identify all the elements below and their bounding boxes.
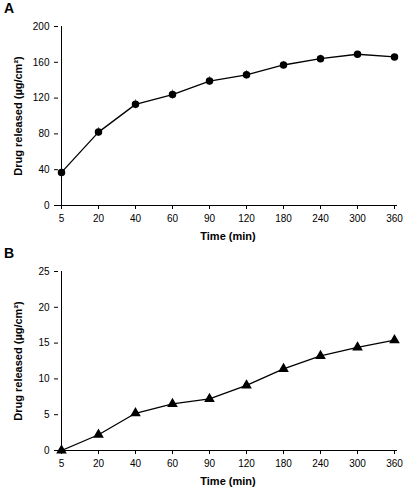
- svg-text:Time (min): Time (min): [200, 230, 256, 242]
- svg-text:5: 5: [59, 458, 65, 469]
- svg-text:360: 360: [386, 213, 403, 224]
- svg-text:120: 120: [33, 92, 50, 103]
- svg-text:15: 15: [38, 337, 50, 348]
- svg-text:180: 180: [275, 458, 292, 469]
- svg-text:60: 60: [167, 458, 179, 469]
- svg-text:90: 90: [204, 213, 216, 224]
- svg-text:20: 20: [93, 458, 105, 469]
- svg-text:200: 200: [33, 21, 50, 32]
- html-text:A: A: [4, 0, 15, 16]
- svg-text:5: 5: [59, 213, 65, 224]
- svg-text:300: 300: [349, 213, 366, 224]
- svg-text:25: 25: [38, 266, 50, 277]
- svg-text:Time (min): Time (min): [200, 475, 256, 487]
- svg-text:40: 40: [130, 213, 142, 224]
- svg-text:20: 20: [93, 213, 105, 224]
- svg-text:120: 120: [238, 213, 255, 224]
- svg-text:0: 0: [44, 445, 50, 456]
- svg-text:300: 300: [349, 458, 366, 469]
- svg-text:0: 0: [44, 200, 50, 211]
- svg-text:240: 240: [312, 213, 329, 224]
- svg-text:Drug released (µg/cm²): Drug released (µg/cm²): [12, 301, 24, 421]
- svg-text:240: 240: [312, 458, 329, 469]
- svg-text:60: 60: [167, 213, 179, 224]
- html-text:B: B: [4, 245, 15, 261]
- svg-text:40: 40: [38, 164, 50, 175]
- svg-text:5: 5: [44, 409, 50, 420]
- svg-text:180: 180: [275, 213, 292, 224]
- svg-text:20: 20: [38, 302, 50, 313]
- svg-text:40: 40: [130, 458, 142, 469]
- svg-text:160: 160: [33, 57, 50, 68]
- svg-text:10: 10: [38, 373, 50, 384]
- svg-text:360: 360: [386, 458, 403, 469]
- svg-text:Drug released (µg/cm²): Drug released (µg/cm²): [12, 56, 24, 176]
- svg-text:80: 80: [38, 128, 50, 139]
- svg-text:120: 120: [238, 458, 255, 469]
- svg-text:90: 90: [204, 458, 216, 469]
